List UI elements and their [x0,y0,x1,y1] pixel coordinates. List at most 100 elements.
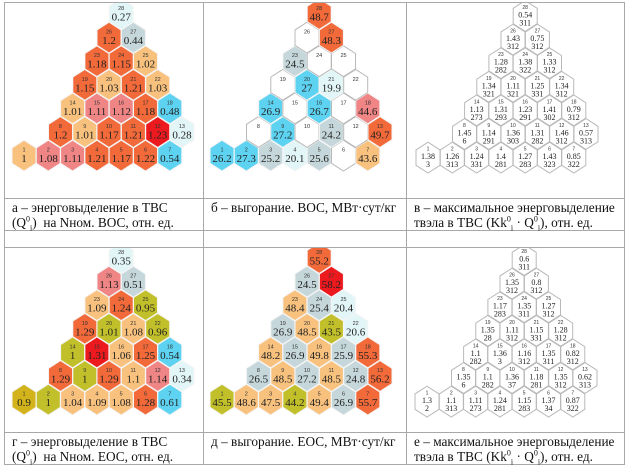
cell-value: 1.16 [517,349,531,358]
cell-number: 20 [304,77,310,83]
cell-number: 11 [535,123,540,129]
cell-number: 7 [572,147,575,153]
cell-value: 0.54 [518,11,532,20]
cell-number: 25 [142,297,148,303]
cell-value: 1.43 [543,152,557,161]
cell-number: 27 [535,29,541,35]
cell-value: 24.5 [297,279,317,291]
cell-value: 44.6 [358,106,378,118]
cell-value: 1.43 [506,34,520,43]
cell-pin-number: 311 [543,357,555,366]
cell-value: 1.1 [483,373,493,382]
cell-number: 12 [155,124,161,130]
cell-number: 13 [377,124,383,130]
cell-number: 9 [281,124,284,130]
caption-text: в – максимальное энерговыделение [414,200,615,215]
panel-f-cell: 1 1.3 2 2 1.1 313 3 1.11 273 4 1.24 281 5 1.15 283 6 1.3… [406,247,625,433]
cell-number: 12 [353,368,359,374]
cell-number: 22 [155,321,161,327]
cell-pin-number: 322 [567,404,579,413]
cell-value: 26.9 [285,350,305,362]
cell-number: 14 [268,344,274,350]
cell-number: 7 [571,391,574,397]
hex-cell-10: 101.17 [96,116,122,148]
caption-line: в – максимальное энерговыделение [414,200,624,215]
hex-cell-1: 145.5 [209,383,235,416]
cell-value: 1.21 [124,82,143,94]
cell-value: 48.6 [237,397,257,409]
cell-number: 23 [94,53,100,59]
cell-value: 1.36 [505,373,519,382]
cell-pin-number: 331 [531,89,543,98]
cell-number: 1 [427,147,430,153]
cell-value: 1.13 [99,279,119,291]
cell-value: 1.34 [482,81,496,90]
cell-pin-number: 321 [483,89,495,98]
cell-number: 28 [118,250,124,256]
cell-value: 1.04 [63,397,83,409]
cell-value: 27.2 [273,130,292,142]
caption-c: в – максимальное энерговыделение твэла в … [406,198,625,232]
cell-value: 1.15 [529,325,543,334]
cell-pin-number: 6 [461,381,465,390]
caption-line: твэла в ТВС (Kk0i · Q0i), отн. ед. [414,215,624,232]
cell-number: 26 [304,30,310,36]
cell-number: 6 [547,391,550,397]
cell-number: 11 [534,367,539,373]
cell-pin-number: 321 [507,89,519,98]
cell-number: 5 [120,148,123,154]
hexagon [511,248,537,276]
cell-value: 1.11 [63,153,82,165]
cell-value: 1.11 [469,396,483,405]
cell-value: 43.5 [322,326,342,338]
cell-number: 28 [521,249,527,255]
cell-number: 12 [155,368,161,374]
cell-pin-number: 311 [518,310,530,319]
cell-value: 55.3 [358,350,378,362]
hex-cell-17: 171.18 [133,92,158,125]
cell-number: 17 [340,100,346,106]
caption-line: а – энерговыделение в ТВС [12,200,203,215]
cell-number: 26 [510,29,516,35]
cell-number: 1 [426,391,429,397]
cell-value: 1.31 [530,129,544,138]
spacer-cell [4,230,204,248]
cell-number: 27 [534,273,540,279]
cell-number: 11 [328,124,334,130]
cell-number: 15 [94,100,100,106]
caption-text: а – энерговыделение в ТВС [12,200,168,215]
hex-cell-22: 221.03 [145,68,171,101]
cell-number: 25 [340,53,346,59]
cell-number: 26 [304,274,310,280]
spacer-cell [406,230,625,248]
cell-value: 25.6 [310,153,330,165]
cell-value: 26.5 [249,374,269,386]
cell-pin-number: 281 [494,404,506,413]
cell-value: 0.75 [530,34,544,43]
cell-pin-number: 281 [495,160,507,169]
cell-number: 18 [167,100,173,106]
cell-value: 1.24 [470,152,484,161]
hexagon [548,314,574,347]
cell-number: 15 [292,344,298,350]
cell-pin-number: 312 [556,89,568,98]
cell-value: 20.6 [346,326,366,338]
cell-value: 1 [21,153,27,165]
cell-pin-number: 28 [484,333,492,342]
cell-value: 43.6 [358,153,378,165]
cell-value: 1.15 [112,59,132,71]
hexagon [523,267,549,300]
cell-number: 5 [120,392,123,398]
hex-cell-8: 81.2 [48,116,73,148]
cell-pin-number: 313 [580,137,592,146]
cell-value: 1.31 [87,350,106,362]
cell-value: 1.33 [543,58,557,67]
cell-number: 28 [522,5,528,11]
hex-cell-2: 248.6 [233,383,259,416]
cell-value: 1.03 [148,82,168,94]
